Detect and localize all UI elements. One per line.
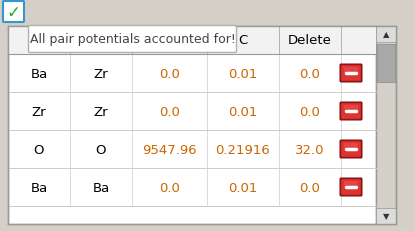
Text: 0.0: 0.0 xyxy=(300,67,320,80)
Text: Zr: Zr xyxy=(94,105,108,118)
Bar xyxy=(344,181,358,187)
Text: Ba: Ba xyxy=(30,181,48,194)
Text: 0.21916: 0.21916 xyxy=(216,143,271,156)
FancyBboxPatch shape xyxy=(29,26,237,53)
Text: ▼: ▼ xyxy=(383,212,389,221)
Text: 0.0: 0.0 xyxy=(300,105,320,118)
Bar xyxy=(344,68,358,74)
FancyBboxPatch shape xyxy=(341,179,361,195)
Text: 0.01: 0.01 xyxy=(228,67,258,80)
FancyBboxPatch shape xyxy=(339,140,362,159)
Text: Delete: Delete xyxy=(288,34,332,47)
Bar xyxy=(344,106,358,112)
FancyBboxPatch shape xyxy=(339,102,362,121)
Bar xyxy=(377,45,395,83)
Text: O: O xyxy=(96,143,106,156)
Bar xyxy=(376,208,396,224)
Bar xyxy=(8,27,376,55)
Text: ▲: ▲ xyxy=(383,30,389,39)
Text: 0.01: 0.01 xyxy=(228,105,258,118)
Text: ✓: ✓ xyxy=(7,4,20,22)
Text: 0.0: 0.0 xyxy=(300,181,320,194)
FancyBboxPatch shape xyxy=(341,141,361,158)
FancyBboxPatch shape xyxy=(341,66,361,82)
Text: All pair potentials accounted for!: All pair potentials accounted for! xyxy=(29,33,235,46)
Bar xyxy=(376,27,396,224)
Text: 32.0: 32.0 xyxy=(295,143,325,156)
FancyBboxPatch shape xyxy=(339,64,362,83)
Text: Zr: Zr xyxy=(32,105,46,118)
Bar xyxy=(344,143,358,149)
Text: O: O xyxy=(34,143,44,156)
Text: 9547.96: 9547.96 xyxy=(142,143,197,156)
Text: 0.0: 0.0 xyxy=(159,105,180,118)
Bar xyxy=(8,27,376,224)
Text: Ba: Ba xyxy=(30,67,48,80)
Bar xyxy=(376,27,396,43)
Text: 0.0: 0.0 xyxy=(159,67,180,80)
FancyBboxPatch shape xyxy=(339,178,362,197)
FancyBboxPatch shape xyxy=(341,103,361,120)
Text: 0.0: 0.0 xyxy=(159,181,180,194)
Text: Ba: Ba xyxy=(93,181,110,194)
Text: C: C xyxy=(238,34,248,47)
Text: Zr: Zr xyxy=(94,67,108,80)
Text: 0.01: 0.01 xyxy=(228,181,258,194)
FancyBboxPatch shape xyxy=(3,2,24,23)
